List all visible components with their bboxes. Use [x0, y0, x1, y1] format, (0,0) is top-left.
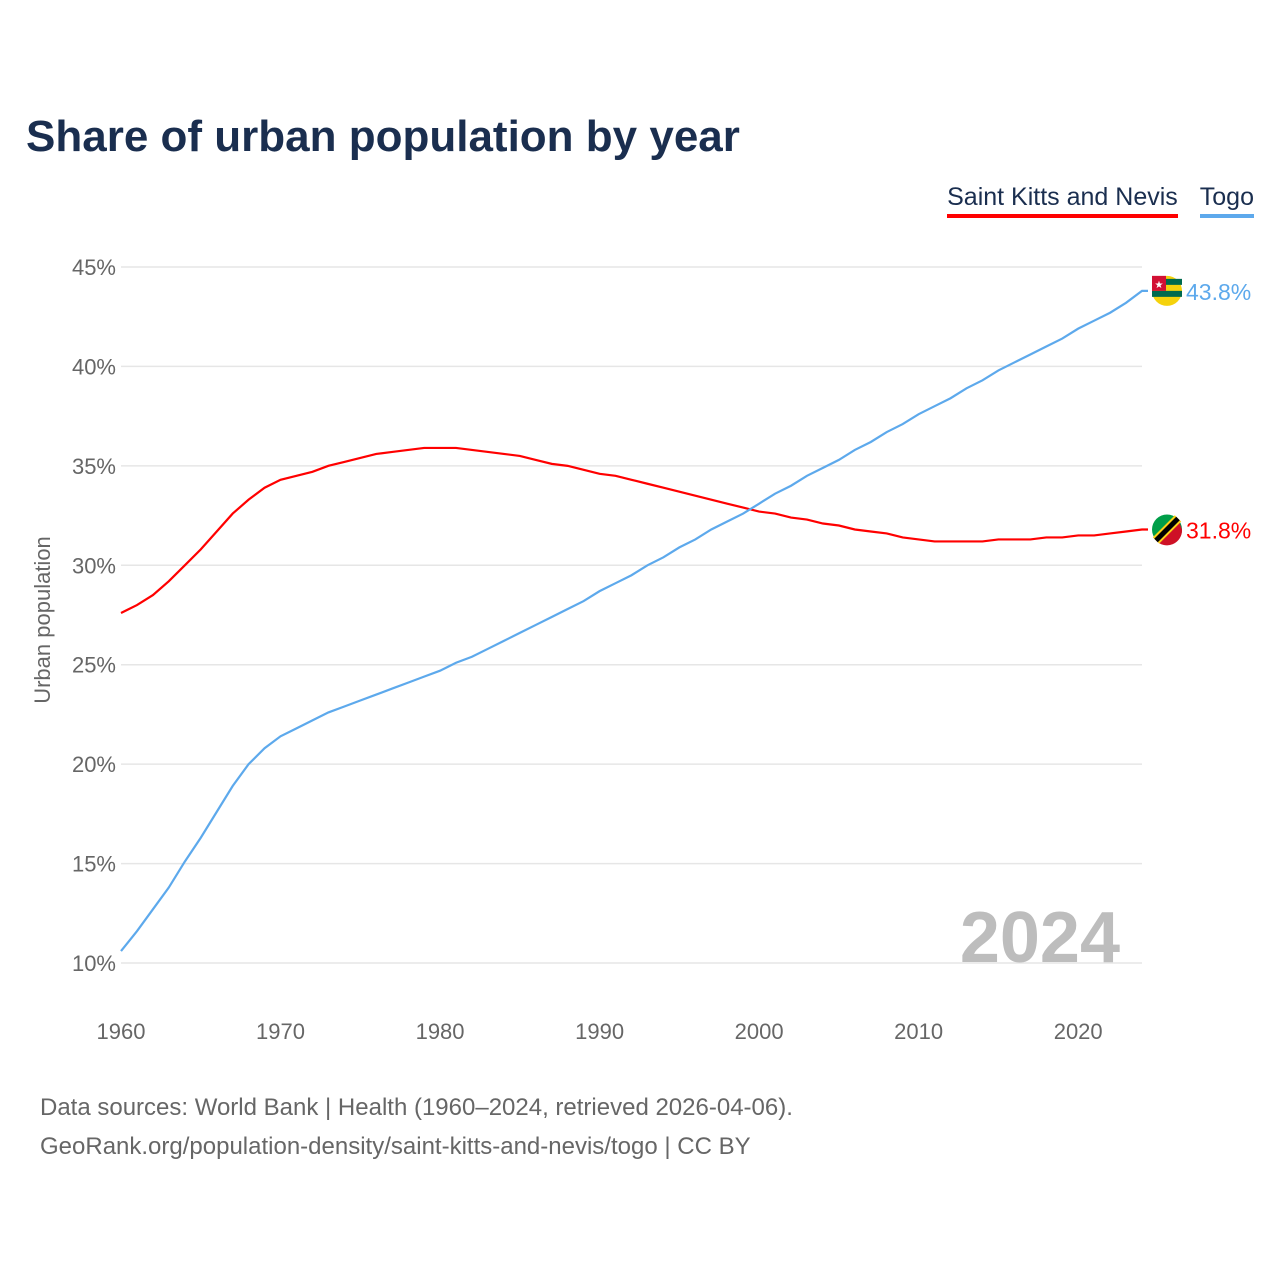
- end-value-label: 31.8%: [1186, 517, 1251, 543]
- y-tick-label: 25%: [72, 653, 116, 678]
- source-line-2[interactable]: GeoRank.org/population-density/saint-kit…: [40, 1133, 751, 1160]
- y-tick-label: 45%: [72, 255, 116, 280]
- y-tick-label: 10%: [72, 951, 116, 976]
- legend-item-saint-kitts-and-nevis[interactable]: Saint Kitts and Nevis: [947, 183, 1178, 218]
- x-tick-label: 1990: [575, 1019, 624, 1044]
- y-tick-label: 35%: [72, 454, 116, 479]
- x-tick-label: 1970: [256, 1019, 305, 1044]
- x-tick-label: 1960: [97, 1019, 146, 1044]
- source-note: Data sources: World Bank | Health (1960–…: [40, 1088, 793, 1166]
- x-tick-label: 1980: [416, 1019, 465, 1044]
- legend-item-togo[interactable]: Togo: [1199, 183, 1254, 218]
- end-value-label: 43.8%: [1186, 279, 1251, 305]
- y-tick-label: 30%: [72, 553, 116, 578]
- x-tick-label: 2010: [894, 1019, 943, 1044]
- source-line-1: Data sources: World Bank | Health (1960–…: [40, 1094, 793, 1121]
- year-watermark: 2024: [960, 898, 1120, 978]
- saint-kitts-flag-icon: [1152, 514, 1183, 546]
- chart-title: Share of urban population by year: [26, 112, 740, 161]
- togo-flag-icon: ★: [1152, 275, 1182, 306]
- svg-text:★: ★: [1155, 280, 1164, 291]
- y-tick-label: 15%: [72, 852, 116, 877]
- series-line-saint-kitts-and-nevis: [120, 446, 1148, 614]
- y-axis-label: Urban population: [30, 536, 55, 704]
- y-tick-label: 40%: [72, 354, 116, 379]
- x-tick-label: 2000: [735, 1019, 784, 1044]
- y-tick-label: 20%: [72, 752, 116, 777]
- legend: Saint Kitts and Nevis Togo: [947, 183, 1254, 218]
- x-tick-label: 2020: [1054, 1019, 1103, 1044]
- series-line-togo: [120, 289, 1148, 952]
